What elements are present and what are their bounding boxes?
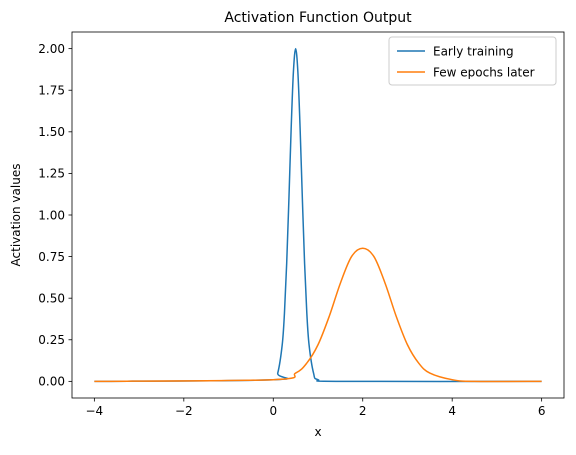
y-tick-label: 1.00 <box>38 208 65 222</box>
y-tick-label: 1.75 <box>38 84 65 98</box>
legend: Early training Few epochs later <box>388 36 557 86</box>
y-tick-label: 1.50 <box>38 125 65 139</box>
x-tick-label: −2 <box>175 404 193 418</box>
y-tick-label: 0.25 <box>38 333 65 347</box>
x-tick-label: −4 <box>86 404 104 418</box>
y-tick-label: 0.75 <box>38 250 65 264</box>
plot-area <box>94 47 542 383</box>
y-tick-label: 0.50 <box>38 291 65 305</box>
axis-ticks: −4 −2 0 2 4 6 0.00 0.25 0.50 0.75 1.00 1.25 1.50 1.75… <box>38 42 545 418</box>
series-line-0 <box>94 47 542 383</box>
legend-label: Early training <box>433 44 514 58</box>
x-tick-label: 6 <box>538 404 546 418</box>
legend-label: Few epochs later <box>433 65 535 79</box>
y-tick-label: 0.00 <box>38 375 65 389</box>
x-axis-label: x <box>314 425 321 439</box>
y-tick-label: 1.25 <box>38 167 65 181</box>
x-tick-label: 4 <box>448 404 456 418</box>
series-line-1 <box>94 247 542 383</box>
y-tick-label: 2.00 <box>38 42 65 56</box>
x-tick-label: 0 <box>269 404 277 418</box>
chart-title: Activation Function Output <box>224 10 412 26</box>
y-axis-label: Activation values <box>9 164 23 267</box>
legend-box <box>388 36 557 86</box>
x-tick-label: 2 <box>359 404 367 418</box>
